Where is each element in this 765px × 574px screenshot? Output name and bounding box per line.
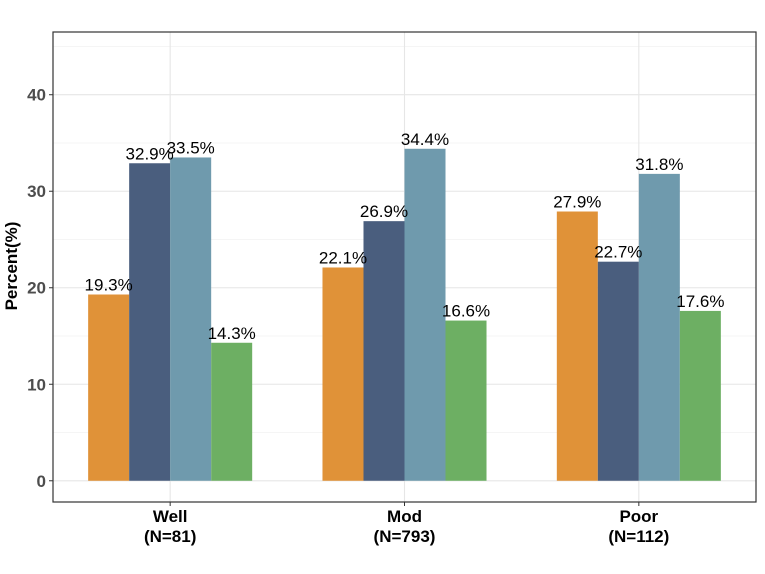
bar-value-label: 22.7% xyxy=(594,243,642,262)
bar-value-label: 32.9% xyxy=(126,144,174,163)
bar xyxy=(445,320,487,481)
bar-value-label: 26.9% xyxy=(360,202,408,221)
y-tick-label: 40 xyxy=(27,86,46,105)
bar-value-label: 14.3% xyxy=(208,324,256,343)
bar xyxy=(597,261,639,481)
x-tick-label: Mod xyxy=(387,507,422,526)
bar xyxy=(363,221,405,481)
y-tick-label: 0 xyxy=(37,472,46,491)
x-tick-sample-size: (N=793) xyxy=(374,527,436,546)
bar xyxy=(211,342,253,481)
bars xyxy=(88,148,721,481)
bar-value-label: 31.8% xyxy=(635,155,683,174)
bar-value-label: 27.9% xyxy=(553,193,601,212)
x-tick-label: Poor xyxy=(619,507,658,526)
y-axis: 0 10 20 30 40 xyxy=(27,86,53,491)
y-tick-label: 10 xyxy=(27,375,46,394)
bar xyxy=(679,310,721,481)
y-axis-title: Percent(%) xyxy=(2,222,21,311)
bar-value-label: 17.6% xyxy=(676,292,724,311)
bar xyxy=(556,211,598,481)
bar-value-label: 33.5% xyxy=(167,138,215,157)
bar xyxy=(404,148,446,481)
bar xyxy=(170,157,212,481)
x-tick-sample-size: (N=112) xyxy=(608,527,669,546)
bar-value-label: 34.4% xyxy=(401,130,449,149)
y-tick-label: 20 xyxy=(27,279,46,298)
bar xyxy=(129,163,171,481)
bar xyxy=(88,294,130,481)
bar-value-label: 22.1% xyxy=(319,248,367,267)
bar-value-label: 16.6% xyxy=(442,302,490,321)
x-tick-sample-size: (N=81) xyxy=(144,527,196,546)
bar xyxy=(638,173,680,481)
x-axis: Well(N=81) Mod(N=793) Poor(N=112) xyxy=(144,502,669,546)
bar xyxy=(322,267,364,481)
y-tick-label: 30 xyxy=(27,182,46,201)
x-tick-label: Well xyxy=(153,507,188,526)
data-labels: 19.3% 32.9%33.5% 14.3% 22.1% 26.9% 34.4% 16.6%… xyxy=(85,130,725,343)
bar-value-label: 19.3% xyxy=(85,276,133,295)
